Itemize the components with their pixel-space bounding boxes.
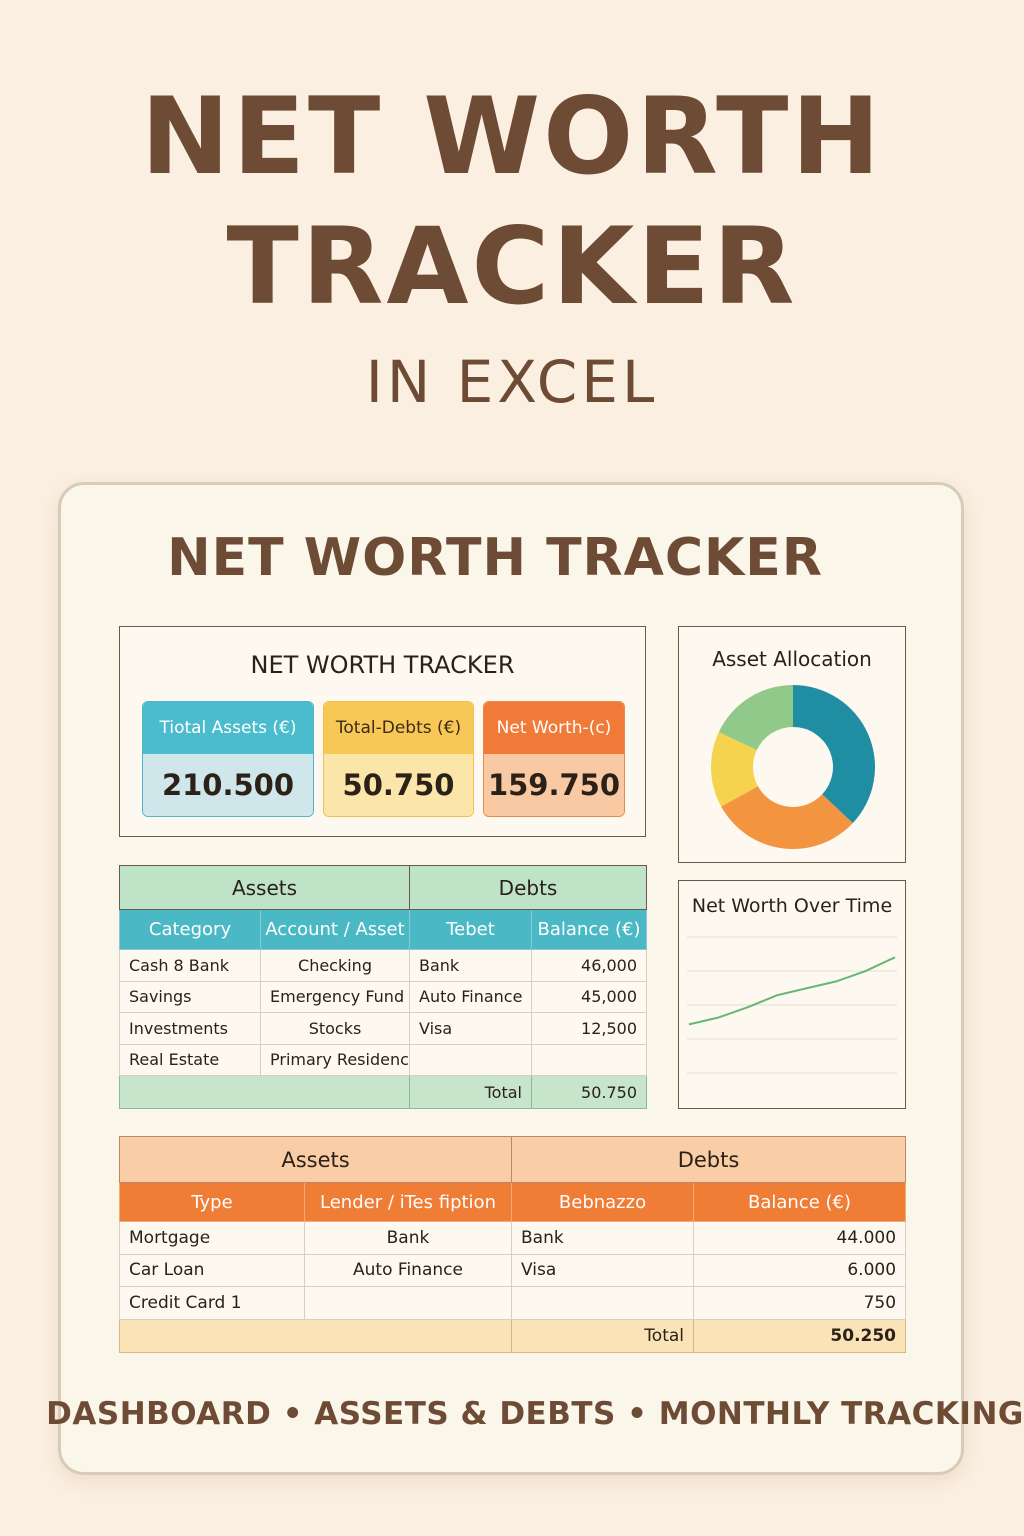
table-cell[interactable]: 45,000 [530, 980, 648, 1013]
debts-table: Assets Debts Type Lender / iTes fiption … [119, 1136, 907, 1353]
net-worth-trend-panel: Net Worth Over Time [678, 880, 906, 1109]
net-worth-line-chart [687, 936, 897, 1074]
total-row-spacer [119, 1075, 410, 1109]
table-cell[interactable]: Car Loan [119, 1253, 305, 1287]
table-cell[interactable] [409, 1043, 532, 1076]
assets-group-header: Assets [119, 1136, 512, 1183]
table-row: Real Estate Primary Residence [119, 1043, 648, 1076]
table-cell[interactable]: Investments [119, 1012, 261, 1045]
table-cell[interactable]: Savings [119, 980, 261, 1013]
total-label: Total [409, 1075, 532, 1109]
total-row-spacer [119, 1318, 512, 1353]
hero-subtitle: IN EXCEL [365, 348, 659, 416]
asset-allocation-panel: Asset Allocation [678, 626, 906, 863]
table-cell[interactable]: Bank [511, 1221, 694, 1255]
column-header[interactable]: Account / Asset [260, 909, 410, 950]
total-debts-kpi: Total-Debts (€) 50.750 [323, 701, 474, 817]
table-cell[interactable]: 6.000 [692, 1253, 907, 1287]
table-cell[interactable]: Credit Card 1 [119, 1286, 305, 1320]
table-cell[interactable] [511, 1286, 694, 1320]
table-row: Cash 8 Bank Checking Bank 46,000 [119, 949, 648, 982]
total-assets-kpi: Tiotal Assets (€) 210.500 [142, 701, 314, 817]
column-header[interactable]: Balance (€) [530, 909, 648, 950]
net-worth-label: Net Worth-(c) [484, 702, 624, 754]
table-row: Car Loan Auto Finance Visa 6.000 [119, 1253, 907, 1287]
donut-slice-3 [718, 685, 793, 750]
assets-table: Assets Debts Category Account / Asset Te… [119, 865, 648, 1109]
table-cell[interactable]: Bank [304, 1221, 512, 1255]
total-debts-label: Total-Debts (€) [324, 702, 473, 754]
card-title: NET WORTH TRACKER [167, 528, 823, 588]
column-header[interactable]: Tebet [409, 909, 532, 950]
total-value[interactable]: 50.750 [530, 1075, 648, 1109]
debts-group-header: Debts [510, 1136, 907, 1183]
net-worth-value: 159.750 [484, 754, 624, 816]
total-row: Total 50.750 [119, 1075, 648, 1109]
total-assets-value: 210.500 [143, 754, 313, 816]
table-cell[interactable]: Real Estate [119, 1043, 261, 1076]
total-assets-label: Tiotal Assets (€) [143, 702, 313, 754]
hero-title-line-1: NET WORTH [140, 75, 884, 198]
table-cell[interactable] [530, 1043, 648, 1076]
table-cell[interactable]: 46,000 [530, 949, 648, 982]
summary-panel: NET WORTH TRACKER Tiotal Assets (€) 210.… [119, 626, 646, 837]
table-row: Investments Stocks Visa 12,500 [119, 1012, 648, 1045]
table-cell[interactable]: Visa [409, 1012, 532, 1045]
total-value[interactable]: 50.250 [692, 1318, 907, 1353]
column-header[interactable]: Bebnazzo [511, 1182, 694, 1222]
footer-tagline: DASHBOARD • ASSETS & DEBTS • MONTHLY TRA… [46, 1396, 1024, 1432]
table-cell[interactable]: Mortgage [119, 1221, 305, 1255]
total-label: Total [511, 1318, 694, 1353]
table-cell[interactable]: Emergency Fund [260, 980, 410, 1013]
column-header[interactable]: Balance (€) [692, 1182, 907, 1222]
column-header[interactable]: Category [119, 909, 261, 950]
table-cell[interactable] [304, 1286, 512, 1320]
table-row: Savings Emergency Fund Auto Finance 45,0… [119, 980, 648, 1013]
total-debts-value: 50.750 [324, 754, 473, 816]
assets-group-header: Assets [119, 865, 410, 910]
net-worth-trend-title: Net Worth Over Time [691, 895, 893, 917]
table-cell[interactable]: Checking [260, 949, 410, 982]
table-cell[interactable]: Auto Finance [304, 1253, 512, 1287]
table-cell[interactable]: Primary Residence [260, 1043, 410, 1076]
series-line-0 [688, 956, 896, 1026]
table-row: Credit Card 1 750 [119, 1286, 907, 1320]
donut-slice-0 [793, 685, 875, 824]
table-cell[interactable]: Visa [511, 1253, 694, 1287]
asset-allocation-title: Asset Allocation [712, 647, 872, 671]
debts-group-header: Debts [408, 865, 648, 910]
table-cell[interactable]: Bank [409, 949, 532, 982]
asset-allocation-donut [711, 685, 875, 849]
table-cell[interactable]: Auto Finance [409, 980, 532, 1013]
donut-slice-1 [721, 786, 853, 849]
summary-title: NET WORTH TRACKER [250, 651, 515, 679]
table-cell[interactable]: Cash 8 Bank [119, 949, 261, 982]
table-cell[interactable]: 750 [692, 1286, 907, 1320]
donut-slice-2 [711, 732, 758, 807]
column-header[interactable]: Type [119, 1182, 305, 1222]
net-worth-kpi: Net Worth-(c) 159.750 [483, 701, 625, 817]
column-header[interactable]: Lender / iTes fiption [304, 1182, 512, 1222]
table-cell[interactable]: 12,500 [530, 1012, 648, 1045]
total-row: Total 50.250 [119, 1318, 907, 1353]
table-cell[interactable]: Stocks [260, 1012, 410, 1045]
table-row: Mortgage Bank Bank 44.000 [119, 1221, 907, 1255]
hero-title-line-2: TRACKER [226, 205, 798, 328]
table-cell[interactable]: 44.000 [692, 1221, 907, 1255]
